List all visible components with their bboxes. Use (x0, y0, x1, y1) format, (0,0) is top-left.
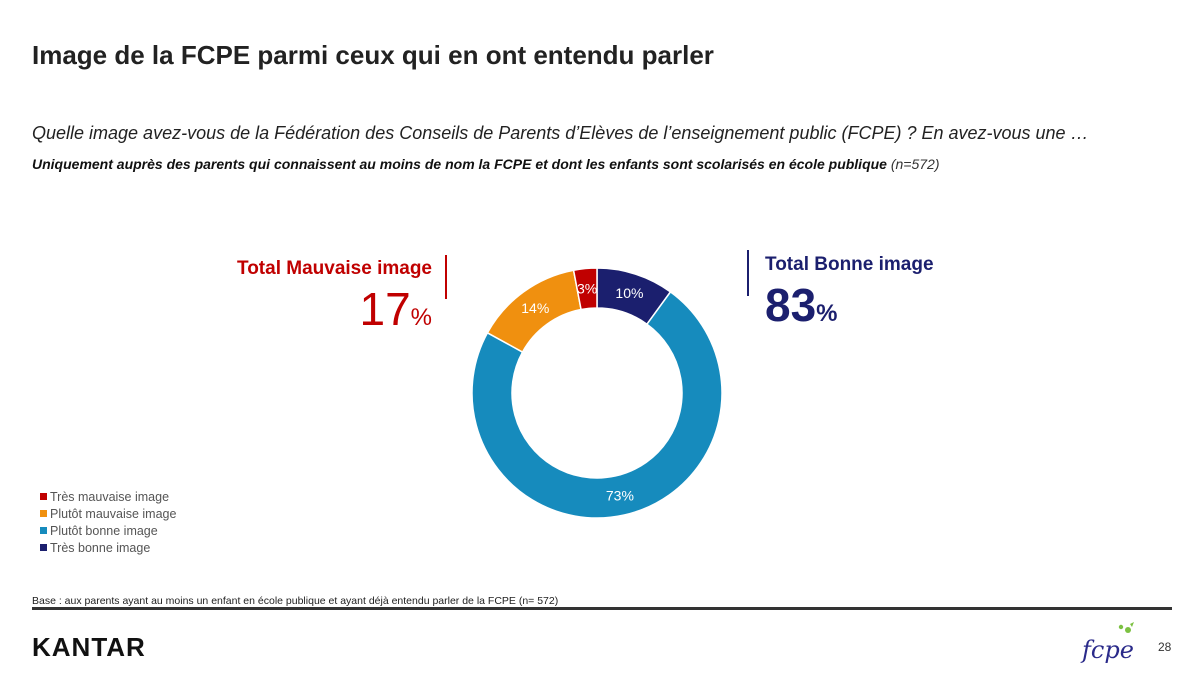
total-good-number: 83 (765, 279, 817, 331)
legend-swatch-tres-mauvaise (40, 493, 47, 500)
total-good-block: Total Bonne image 83% (765, 254, 934, 328)
total-good-label: Total Bonne image (765, 254, 934, 275)
total-bad-label: Total Mauvaise image (237, 258, 432, 279)
data-label-tres-bonne: 10% (615, 285, 643, 301)
sample-size: (n=572) (890, 156, 940, 172)
chart-legend: Très mauvaise image Plutôt mauvaise imag… (40, 488, 176, 556)
total-bad-block: Total Mauvaise image 17% (237, 258, 432, 332)
svg-text:fcpe: fcpe (1080, 636, 1134, 664)
bad-total-divider (445, 255, 447, 299)
sample-description: Uniquement auprès des parents qui connai… (32, 156, 940, 172)
fcpe-logo: fcpe (1080, 622, 1134, 664)
legend-label-plutot-bonne: Plutôt bonne image (50, 523, 158, 538)
legend-label-plutot-mauvaise: Plutôt mauvaise image (50, 506, 177, 521)
total-bad-unit: % (410, 304, 432, 331)
sample-description-text: Uniquement auprès des parents qui connai… (32, 156, 887, 172)
data-label-tres-mauvaise: 3% (577, 280, 597, 296)
footer-rule (32, 607, 1172, 610)
legend-item-tres-bonne: Très bonne image (40, 539, 176, 556)
base-note: Base : aux parents ayant au moins un enf… (32, 595, 559, 607)
total-bad-number: 17 (359, 283, 411, 335)
legend-label-tres-mauvaise: Très mauvaise image (50, 489, 170, 504)
data-label-plutot-bonne: 73% (606, 487, 634, 503)
page-number: 28 (1158, 640, 1172, 654)
page-title: Image de la FCPE parmi ceux qui en ont e… (32, 40, 714, 70)
legend-item-tres-mauvaise: Très mauvaise image (40, 488, 176, 505)
total-good-unit: % (816, 300, 838, 327)
legend-item-plutot-bonne: Plutôt bonne image (40, 522, 176, 539)
total-bad-value: 17% (237, 286, 432, 332)
slice-tres-mauvaise (572, 267, 598, 311)
legend-swatch-tres-bonne (40, 544, 47, 551)
legend-label-tres-bonne: Très bonne image (50, 540, 151, 555)
kantar-logo: KANTAR (32, 632, 146, 662)
donut-chart: 10% 73% 14% 3% (471, 267, 723, 519)
legend-swatch-plutot-mauvaise (40, 510, 47, 517)
slice-plutot-bonne (471, 290, 723, 519)
total-good-value: 83% (765, 282, 934, 328)
legend-item-plutot-mauvaise: Plutôt mauvaise image (40, 505, 176, 522)
good-total-divider (747, 250, 749, 296)
legend-swatch-plutot-bonne (40, 527, 47, 534)
survey-question: Quelle image avez-vous de la Fédération … (32, 123, 1089, 143)
data-label-plutot-mauvaise: 14% (521, 300, 549, 316)
